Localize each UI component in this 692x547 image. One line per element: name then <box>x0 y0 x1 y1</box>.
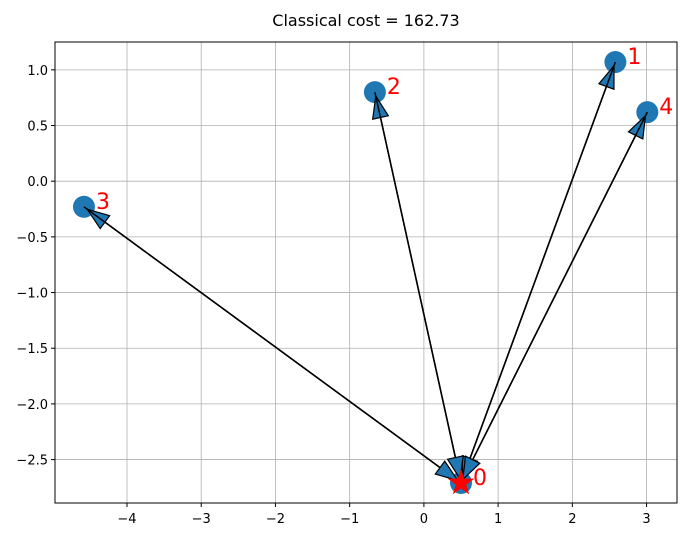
edge-arrowhead <box>434 460 460 482</box>
x-tick-label: 0 <box>420 512 428 527</box>
x-tick-label: 1 <box>494 512 502 527</box>
edge-arrowhead <box>446 455 464 481</box>
x-tick-label: 2 <box>568 512 576 527</box>
x-tick-label: −2 <box>266 512 285 527</box>
x-tick-label: 3 <box>642 512 650 527</box>
node-label: 1 <box>627 45 641 70</box>
y-tick-label: 1.0 <box>27 64 48 79</box>
edge-arrowhead <box>462 455 481 481</box>
node-label: 4 <box>659 95 673 120</box>
chart-title: Classical cost = 162.73 <box>272 11 459 30</box>
y-tick-label: 0.5 <box>27 120 48 135</box>
x-tick-label: −1 <box>340 512 359 527</box>
edge-line <box>472 111 648 461</box>
node-label: 3 <box>96 190 110 215</box>
edge-line <box>374 91 457 458</box>
y-tick-label: −1.0 <box>16 287 48 302</box>
edge-line <box>83 206 441 469</box>
plot-frame <box>54 41 678 504</box>
y-tick-label: 0.0 <box>27 175 48 190</box>
node-label: 0 <box>473 466 487 491</box>
x-tick-label: −3 <box>192 512 211 527</box>
y-tick-label: −2.5 <box>16 454 48 469</box>
depot-marker <box>447 469 475 495</box>
x-tick-label: −4 <box>117 512 136 527</box>
y-tick-label: −2.0 <box>16 398 48 413</box>
node-label: 2 <box>387 75 401 100</box>
y-tick-label: −1.5 <box>16 342 48 357</box>
y-tick-label: −0.5 <box>16 231 48 246</box>
edge-line <box>469 61 617 459</box>
